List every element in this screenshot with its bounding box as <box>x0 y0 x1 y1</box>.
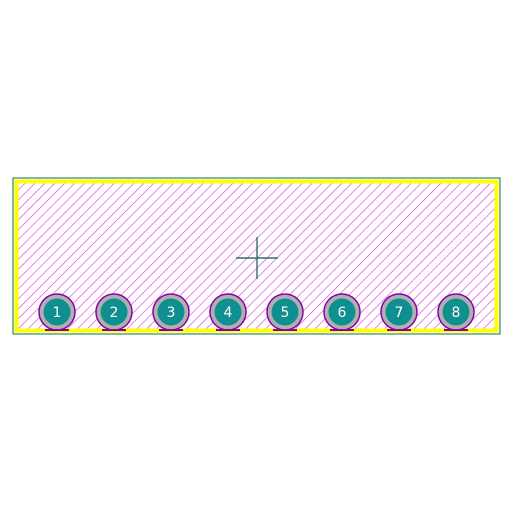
pad-number-label: 4 <box>224 305 233 321</box>
pad-number-label: 1 <box>53 305 62 321</box>
pad-3: 3 <box>152 293 190 331</box>
pad-copper <box>157 298 185 326</box>
pad-5: 5 <box>266 293 304 331</box>
pad-number-label: 5 <box>281 305 290 321</box>
pad-8: 8 <box>437 293 475 331</box>
pad-number-label: 7 <box>395 305 404 321</box>
pad-copper <box>442 298 470 326</box>
pad-number-label: 3 <box>167 305 176 321</box>
pad-number-label: 2 <box>110 305 119 321</box>
pad-copper <box>328 298 356 326</box>
pad-number-label: 6 <box>338 305 347 321</box>
pad-copper <box>271 298 299 326</box>
board-outline <box>12 177 501 335</box>
pad-2: 2 <box>95 293 133 331</box>
pad-copper <box>385 298 413 326</box>
pad-4: 4 <box>209 293 247 331</box>
pad-copper <box>214 298 242 326</box>
origin-crosshair-icon <box>236 237 278 279</box>
pad-row: 1 2 3 4 5 6 7 8 <box>38 293 475 331</box>
silkscreen-outline <box>14 179 499 333</box>
pad-copper <box>43 298 71 326</box>
pad-7: 7 <box>380 293 418 331</box>
pad-6: 6 <box>323 293 361 331</box>
pad-1: 1 <box>38 293 76 331</box>
pad-copper <box>100 298 128 326</box>
pad-number-label: 8 <box>452 305 461 321</box>
